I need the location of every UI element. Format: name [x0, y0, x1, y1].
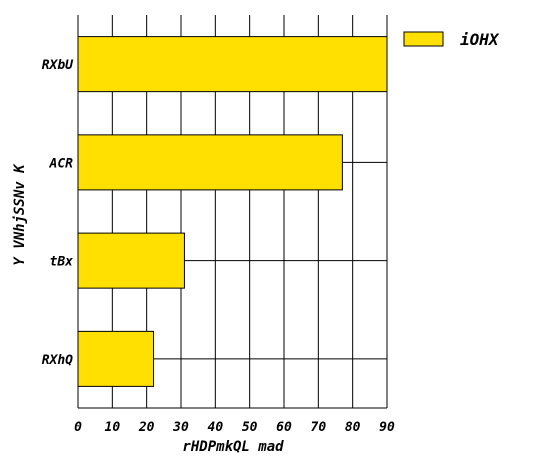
- legend-swatch: [403, 31, 444, 47]
- bar-rxhq: [77, 330, 155, 387]
- bars: [77, 36, 388, 387]
- x-tick-label: 90: [379, 420, 395, 435]
- y-tick-label: tBx: [50, 255, 74, 270]
- x-tick-label: 10: [105, 420, 121, 435]
- bar-rxbu: [77, 36, 388, 93]
- y-tick-label: RXhQ: [42, 353, 73, 368]
- x-axis-title: rHDPmkQL mad: [182, 439, 284, 455]
- x-tick-label: 20: [138, 420, 155, 435]
- legend-label: iOHX: [460, 30, 500, 49]
- x-tick-label: 30: [172, 420, 189, 435]
- x-tick-label: 80: [345, 420, 361, 435]
- x-tick-label: 0: [74, 420, 82, 435]
- tick-labels: 0 10 20 30 40 50 60 70 80 90 RXbU ACR tBx RXhQ: [42, 58, 395, 435]
- x-tick-label: 50: [242, 420, 258, 435]
- axes: [77, 15, 387, 409]
- bar-tbx: [77, 232, 185, 289]
- legend: iOHX: [403, 30, 500, 49]
- y-tick-label: ACR: [49, 156, 74, 171]
- y-tick-label: RXbU: [42, 58, 74, 73]
- bar-acr: [77, 134, 343, 191]
- y-axis-title: Y VNhjSSNv K: [12, 163, 28, 266]
- x-tick-label: 70: [311, 420, 327, 435]
- x-tick-label: 60: [276, 420, 292, 435]
- x-tick-label: 40: [208, 420, 224, 435]
